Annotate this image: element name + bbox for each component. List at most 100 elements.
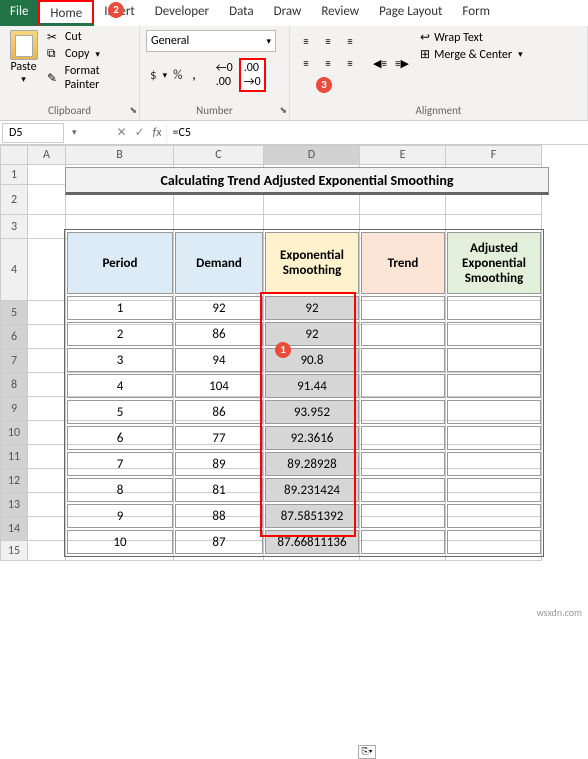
paste-options-button[interactable]: ⎘▾ xyxy=(358,745,376,759)
cell[interactable] xyxy=(28,349,66,373)
percent-button[interactable]: % xyxy=(169,66,186,85)
cell-period[interactable]: 8 xyxy=(67,478,173,502)
cell-trend[interactable] xyxy=(361,348,445,372)
decrease-indent-button[interactable]: ◀≡ xyxy=(370,54,390,72)
cell-trend[interactable] xyxy=(361,322,445,346)
cell[interactable] xyxy=(28,469,66,493)
row-header-9[interactable]: 9 xyxy=(0,397,28,421)
format-painter-button[interactable]: ✎Format Painter xyxy=(47,64,135,92)
copy-dropdown-icon[interactable]: ▾ xyxy=(95,49,100,60)
row-header-2[interactable]: 2 xyxy=(0,185,28,215)
cell-period[interactable]: 6 xyxy=(67,426,173,450)
row-header-8[interactable]: 8 xyxy=(0,373,28,397)
cell-trend[interactable] xyxy=(361,530,445,554)
number-format-dropdown[interactable]: General ▾ xyxy=(146,30,276,52)
col-header-c[interactable]: C xyxy=(174,145,264,165)
header-adj[interactable]: Adjusted Exponential Smoothing xyxy=(447,232,541,294)
tab-review[interactable]: Review xyxy=(311,0,369,26)
col-header-d[interactable]: D xyxy=(264,145,360,165)
align-center-button[interactable]: ≡ xyxy=(318,54,338,72)
cell-trend[interactable] xyxy=(361,400,445,424)
cell[interactable] xyxy=(28,165,66,185)
name-box-dropdown-icon[interactable]: ▾ xyxy=(66,127,83,138)
cell-adj[interactable] xyxy=(447,348,541,372)
wrap-text-button[interactable]: ↩Wrap Text xyxy=(420,30,523,45)
col-header-e[interactable]: E xyxy=(360,145,446,165)
header-period[interactable]: Period xyxy=(67,232,173,294)
tab-page-layout[interactable]: Page Layout xyxy=(369,0,452,26)
cell[interactable] xyxy=(28,215,66,239)
cell-period[interactable]: 10 xyxy=(67,530,173,554)
row-header-12[interactable]: 12 xyxy=(0,469,28,493)
row-header-5[interactable]: 5 xyxy=(0,301,28,325)
currency-button[interactable]: $ xyxy=(146,66,161,85)
cell-demand[interactable]: 86 xyxy=(175,400,263,424)
cell-exp[interactable]: 92 xyxy=(265,296,359,320)
title-cell[interactable]: Calculating Trend Adjusted Exponential S… xyxy=(65,167,549,195)
cell-period[interactable]: 7 xyxy=(67,452,173,476)
fx-icon[interactable]: fx xyxy=(149,126,166,140)
increase-indent-button[interactable]: ≡▶ xyxy=(392,54,412,72)
cell-demand[interactable]: 81 xyxy=(175,478,263,502)
header-exp[interactable]: Exponential Smoothing xyxy=(265,232,359,294)
tab-data[interactable]: Data xyxy=(219,0,264,26)
align-middle-button[interactable]: ≡ xyxy=(318,32,338,50)
tab-home[interactable]: Home xyxy=(38,0,94,26)
cell-trend[interactable] xyxy=(361,478,445,502)
cell[interactable] xyxy=(28,517,66,541)
cell-trend[interactable] xyxy=(361,426,445,450)
cancel-formula-button[interactable]: ✕ xyxy=(113,125,131,140)
cell-adj[interactable] xyxy=(447,504,541,528)
increase-decimal-button[interactable]: ←0.00 xyxy=(212,59,237,91)
cell-trend[interactable] xyxy=(361,296,445,320)
copy-button[interactable]: ⧉Copy▾ xyxy=(47,47,135,61)
row-header-3[interactable]: 3 xyxy=(0,215,28,239)
cell-exp[interactable]: 87.5851392 xyxy=(265,504,359,528)
cell[interactable] xyxy=(28,373,66,397)
cell[interactable] xyxy=(28,325,66,349)
row-header-11[interactable]: 11 xyxy=(0,445,28,469)
cell-period[interactable]: 4 xyxy=(67,374,173,398)
cell-exp[interactable]: 89.28928 xyxy=(265,452,359,476)
row-header-1[interactable]: 1 xyxy=(0,165,28,185)
cell[interactable] xyxy=(28,301,66,325)
cell-adj[interactable] xyxy=(447,296,541,320)
cell[interactable] xyxy=(28,493,66,517)
cell-demand[interactable]: 92 xyxy=(175,296,263,320)
cell-trend[interactable] xyxy=(361,504,445,528)
comma-button[interactable]: , xyxy=(188,66,199,85)
enter-formula-button[interactable]: ✓ xyxy=(131,125,149,140)
cell-adj[interactable] xyxy=(447,322,541,346)
cell-period[interactable]: 2 xyxy=(67,322,173,346)
align-left-button[interactable]: ≡ xyxy=(296,54,316,72)
cell-exp[interactable]: 92.3616 xyxy=(265,426,359,450)
cell-adj[interactable] xyxy=(447,426,541,450)
cell-adj[interactable] xyxy=(447,400,541,424)
cell-adj[interactable] xyxy=(447,478,541,502)
cell-trend[interactable] xyxy=(361,452,445,476)
tab-formulas[interactable]: Form xyxy=(452,0,500,26)
cut-button[interactable]: ✂Cut xyxy=(47,30,135,44)
cell-adj[interactable] xyxy=(447,530,541,554)
cell[interactable] xyxy=(28,445,66,469)
cell-period[interactable]: 9 xyxy=(67,504,173,528)
row-header-7[interactable]: 7 xyxy=(0,349,28,373)
cell-exp[interactable]: 89.231424 xyxy=(265,478,359,502)
cell[interactable] xyxy=(28,185,66,215)
number-dialog-launcher[interactable]: ⬊ xyxy=(279,105,287,116)
cell[interactable] xyxy=(28,421,66,445)
tab-draw[interactable]: Draw xyxy=(264,0,312,26)
cell-period[interactable]: 3 xyxy=(67,348,173,372)
select-all-corner[interactable] xyxy=(0,145,28,165)
row-header-6[interactable]: 6 xyxy=(0,325,28,349)
cell[interactable] xyxy=(28,397,66,421)
formula-input[interactable]: =C5 xyxy=(166,124,588,142)
clipboard-dialog-launcher[interactable]: ⬊ xyxy=(129,105,137,116)
cell-demand[interactable]: 77 xyxy=(175,426,263,450)
col-header-f[interactable]: F xyxy=(446,145,542,165)
cell-demand[interactable]: 94 xyxy=(175,348,263,372)
row-header-4[interactable]: 4 xyxy=(0,239,28,301)
decrease-decimal-button[interactable]: .00→0 xyxy=(239,58,266,92)
header-trend[interactable]: Trend xyxy=(361,232,445,294)
cell-period[interactable]: 1 xyxy=(67,296,173,320)
